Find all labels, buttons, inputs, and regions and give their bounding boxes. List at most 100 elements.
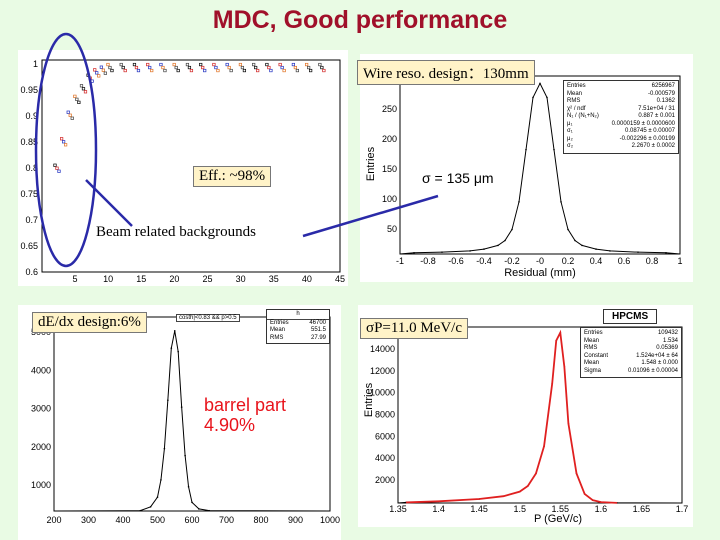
eff-xtick: 45: [335, 274, 345, 284]
efficiency-point: [172, 62, 176, 67]
residual-xtick: 1: [677, 256, 682, 266]
residual-xtick: -0: [536, 256, 544, 266]
dedx-series-line: [53, 330, 331, 512]
efficiency-point: [64, 143, 68, 147]
eff-xtick: 35: [269, 274, 279, 284]
momentum-ytick: 4000: [375, 453, 395, 463]
efficiency-annotation: Eff.: ~98%: [193, 166, 272, 187]
dedx-note: barrel part 4.90%: [204, 395, 286, 435]
dedx-note-line1: barrel part: [204, 395, 287, 415]
momentum-stat-row: Mean 1.534: [581, 338, 681, 346]
residual-ytick: 250: [382, 104, 397, 114]
efficiency-point: [199, 62, 203, 67]
efficiency-point: [70, 116, 74, 120]
residual-stat-value: 0.0000159 ± 0.0000600: [611, 120, 675, 127]
efficiency-point: [307, 65, 311, 70]
eff-xtick: 20: [169, 274, 179, 284]
efficiency-point: [187, 65, 192, 70]
momentum-stat-row: Entries 109432: [581, 330, 681, 338]
dedx-hist-name: h: [267, 311, 329, 320]
efficiency-point: [75, 97, 79, 101]
residual-xtick: -0.4: [476, 256, 492, 266]
momentum-ytick: 2000: [375, 475, 395, 485]
efficiency-point: [185, 62, 190, 67]
momentum-ylabel: Entries: [363, 382, 375, 417]
efficiency-point: [320, 65, 324, 70]
residual-stat-row: Mean -0.000579: [564, 91, 678, 99]
wire-resolution-annotation: Wire reso. design：130mm: [357, 60, 535, 85]
residual-chart: Residual (mm) Entries 250 200 150 100 50 -1 -0…: [365, 75, 683, 279]
residual-xlabel: Residual (mm): [504, 267, 576, 279]
residual-xtick: -0.8: [420, 256, 436, 266]
residual-stat-value: -0.000579: [647, 90, 675, 97]
momentum-stat-key: Mean: [584, 337, 600, 344]
eff-xtick: 15: [136, 274, 146, 284]
efficiency-point: [278, 62, 282, 67]
eff-xtick: 30: [236, 274, 246, 284]
efficiency-point: [267, 65, 271, 70]
eff-ytick: 0.7: [25, 215, 38, 225]
dedx-note-line2: 4.90%: [204, 415, 256, 435]
momentum-xtick: 1.45: [470, 504, 488, 514]
momentum-stat-key: RMS: [584, 345, 598, 351]
residual-stat-key: Mean: [567, 90, 583, 97]
efficiency-point: [88, 76, 92, 80]
efficiency-point: [97, 74, 101, 78]
efficiency-point: [123, 68, 127, 73]
efficiency-point: [136, 68, 141, 73]
momentum-stat-key: Mean: [584, 360, 600, 366]
efficiency-point: [108, 65, 112, 70]
momentum-annotation: σP=11.0 MeV/c: [360, 318, 468, 339]
momentum-stat-value: 1.534: [662, 337, 678, 344]
residual-ytick: 200: [382, 134, 397, 144]
efficiency-point: [242, 68, 247, 73]
efficiency-point: [280, 65, 284, 70]
efficiency-point: [86, 73, 90, 77]
efficiency-point: [95, 71, 99, 75]
residual-stat-key: σ₂: [567, 143, 574, 149]
momentum-stat-value: 1.548 ± 0.000: [641, 360, 678, 366]
dedx-ytick: 3000: [31, 404, 51, 414]
residual-stat-value: -0.002296 ± 0.00199: [619, 135, 675, 142]
residual-stat-row: Entries 6256967: [564, 83, 678, 91]
efficiency-point: [254, 65, 258, 70]
efficiency-point: [163, 68, 167, 73]
efficiency-point: [238, 62, 243, 67]
efficiency-point: [309, 68, 313, 73]
residual-stat-row: μ₁ 0.0000159 ± 0.0000600: [564, 121, 678, 129]
residual-stat-key: Entries: [567, 83, 586, 89]
efficiency-point: [159, 62, 163, 67]
efficiency-point: [291, 62, 295, 67]
efficiency-point: [203, 68, 207, 73]
dedx-xtick: 800: [253, 515, 268, 525]
efficiency-point: [77, 100, 81, 104]
efficiency-point: [83, 90, 88, 94]
momentum-xtick: 1.7: [676, 504, 689, 514]
efficiency-point: [99, 65, 103, 69]
momentum-stat-key: Constant: [584, 352, 609, 359]
dedx-cut-label: costh|<0.83 && p>0.5: [176, 314, 240, 322]
eff-xtick: 5: [72, 274, 77, 284]
efficiency-point: [90, 79, 94, 83]
efficiency-point: [55, 166, 59, 170]
efficiency-point: [295, 68, 299, 73]
eff-xtick: 40: [302, 274, 312, 284]
efficiency-point: [322, 68, 326, 73]
efficiency-point: [146, 62, 150, 67]
residual-stats-box: Entries 6256967 Mean -0.000579 RMS 0.1362 χ² /…: [563, 80, 679, 154]
dedx-xtick: 500: [150, 515, 165, 525]
dedx-stat-row: Mean 551.5: [267, 327, 329, 335]
residual-stat-key: N₁ / (N₁+N₂): [567, 113, 599, 119]
dedx-ytick: 4000: [31, 365, 51, 375]
momentum-xtick: 1.65: [633, 504, 651, 514]
momentum-stat-row: Constant 1.524e+04 ± 64: [581, 353, 681, 361]
efficiency-point: [134, 65, 139, 70]
dedx-stat-key: Entries: [270, 319, 289, 326]
momentum-stat-key: Entries: [584, 330, 603, 336]
eff-ytick: 1: [33, 59, 38, 69]
momentum-xtick: 1.5: [513, 504, 526, 514]
residual-stat-value: 0.08745 ± 0.00007: [624, 128, 675, 134]
momentum-ytick: 8000: [375, 410, 395, 420]
momentum-stat-row: Sigma 0.01096 ± 0.00004: [581, 368, 681, 376]
eff-ytick: 0.75: [20, 189, 38, 199]
